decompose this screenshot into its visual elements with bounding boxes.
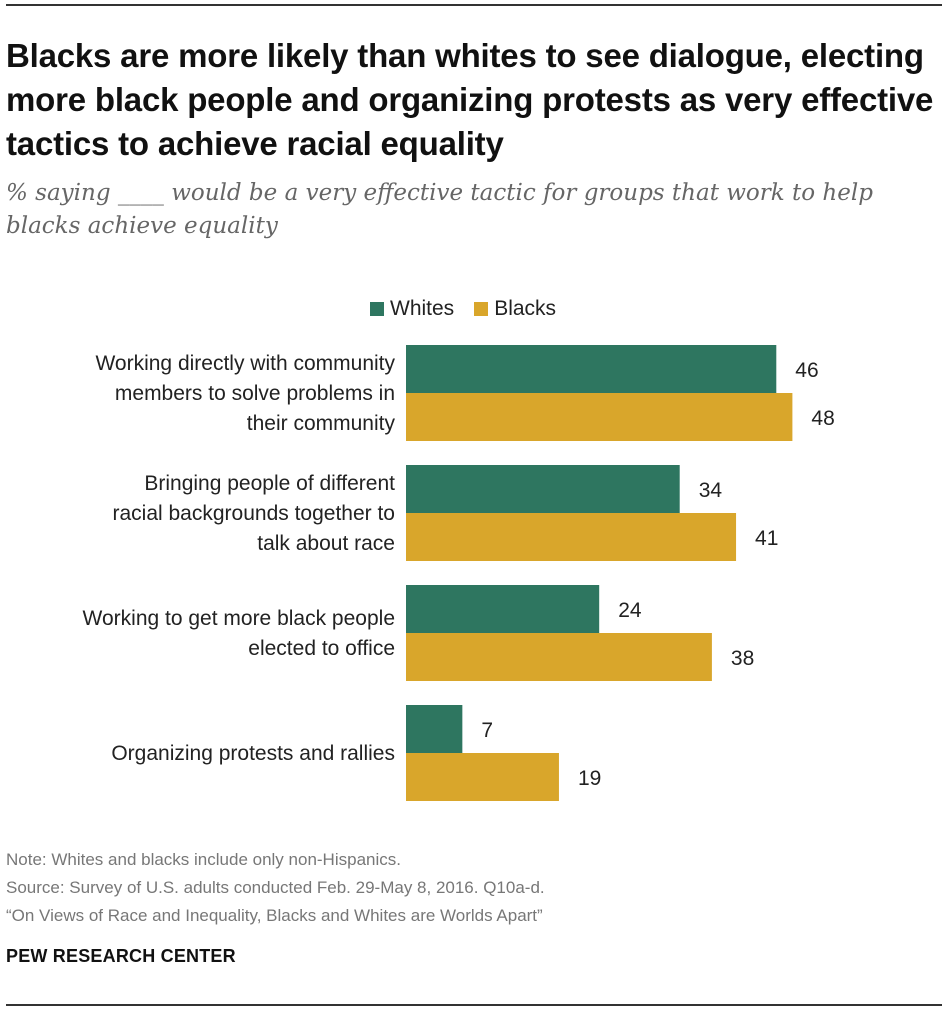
legend: Whites Blacks [370,294,576,324]
data-label-whites: 7 [481,719,493,742]
legend-item-blacks: Blacks [474,297,556,321]
data-label-whites: 46 [795,359,818,382]
chart-subtitle: % saying ____ would be a very effective … [6,180,873,239]
legend-swatch-whites [370,302,384,316]
data-label-blacks: 19 [578,767,601,790]
bar-blacks [406,393,793,441]
category-label: Working directly with community [95,352,395,375]
chart-title: Blacks are more likely than whites to se… [6,37,934,162]
category-label: racial backgrounds together to [112,502,395,525]
data-label-blacks: 41 [755,527,778,550]
data-label-blacks: 48 [811,407,834,430]
category-label: members to solve problems in [115,382,395,405]
legend-item-whites: Whites [370,297,454,321]
bar-whites [406,465,680,513]
footer-report: “On Views of Race and Inequality, Blacks… [6,906,543,925]
data-label-whites: 34 [699,479,723,502]
bar-whites [406,705,463,753]
bar-whites [406,585,600,633]
footer-source: Source: Survey of U.S. adults conducted … [6,878,545,897]
bar-blacks [406,753,559,801]
top-rule [6,4,942,6]
footer-note: Note: Whites and blacks include only non… [6,850,401,869]
category-label: Organizing protests and rallies [111,742,395,765]
bottom-rule [6,1004,942,1006]
footer-notes: Note: Whites and blacks include only non… [6,846,545,930]
bar-blacks [406,513,737,561]
category-label: their community [247,412,396,435]
category-label: Bringing people of different [144,472,395,495]
legend-label-whites: Whites [390,297,455,320]
data-label-blacks: 38 [731,647,754,670]
category-label: talk about race [257,532,395,555]
category-label: elected to office [248,637,395,660]
bar-chart: Working directly with community members t… [83,345,835,801]
data-label-whites: 24 [618,599,642,622]
bar-blacks [406,633,712,681]
brand-logo-text: PEW RESEARCH CENTER [6,946,236,966]
legend-label-blacks: Blacks [494,297,557,320]
bar-whites [406,345,777,393]
category-label: Working to get more black people [83,607,395,630]
legend-swatch-blacks [474,302,489,316]
